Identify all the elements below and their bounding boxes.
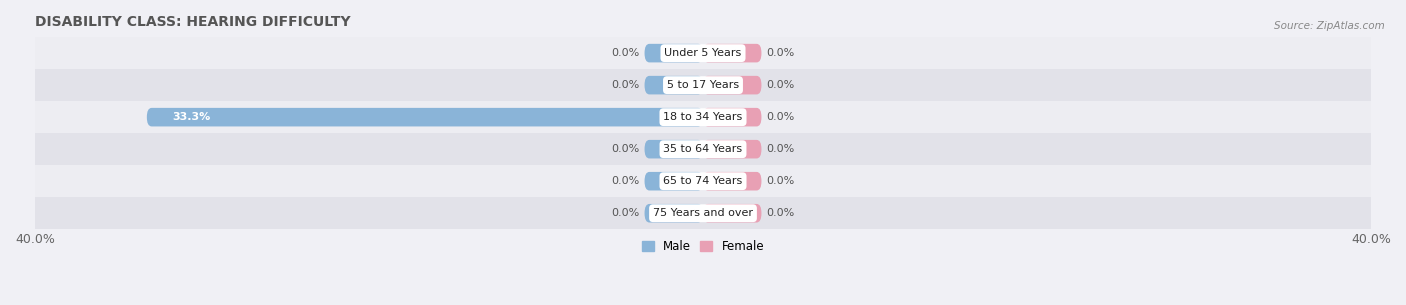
Bar xyxy=(35,101,1371,133)
FancyBboxPatch shape xyxy=(703,140,762,159)
Text: 0.0%: 0.0% xyxy=(612,208,640,218)
FancyBboxPatch shape xyxy=(703,76,762,95)
FancyBboxPatch shape xyxy=(703,44,762,63)
Text: Under 5 Years: Under 5 Years xyxy=(665,48,741,58)
Bar xyxy=(35,37,1371,69)
Legend: Male, Female: Male, Female xyxy=(637,235,769,258)
FancyBboxPatch shape xyxy=(644,76,703,95)
Text: 0.0%: 0.0% xyxy=(766,80,794,90)
Bar xyxy=(35,197,1371,229)
FancyBboxPatch shape xyxy=(644,172,703,191)
FancyBboxPatch shape xyxy=(703,204,762,223)
Text: 0.0%: 0.0% xyxy=(612,80,640,90)
FancyBboxPatch shape xyxy=(644,140,703,159)
FancyBboxPatch shape xyxy=(644,44,703,63)
Bar xyxy=(35,69,1371,101)
Bar xyxy=(35,133,1371,165)
Text: 0.0%: 0.0% xyxy=(766,48,794,58)
FancyBboxPatch shape xyxy=(644,204,703,223)
FancyBboxPatch shape xyxy=(703,172,762,191)
Text: 0.0%: 0.0% xyxy=(766,208,794,218)
FancyBboxPatch shape xyxy=(703,108,762,127)
Text: 0.0%: 0.0% xyxy=(612,144,640,154)
Text: 0.0%: 0.0% xyxy=(766,176,794,186)
Text: 18 to 34 Years: 18 to 34 Years xyxy=(664,112,742,122)
Text: 33.3%: 33.3% xyxy=(172,112,209,122)
Text: 35 to 64 Years: 35 to 64 Years xyxy=(664,144,742,154)
FancyBboxPatch shape xyxy=(146,108,703,127)
Text: 0.0%: 0.0% xyxy=(766,144,794,154)
Text: 0.0%: 0.0% xyxy=(612,176,640,186)
Text: 75 Years and over: 75 Years and over xyxy=(652,208,754,218)
Text: 0.0%: 0.0% xyxy=(766,112,794,122)
Bar xyxy=(35,165,1371,197)
Text: 0.0%: 0.0% xyxy=(612,48,640,58)
Text: Source: ZipAtlas.com: Source: ZipAtlas.com xyxy=(1274,21,1385,31)
Text: DISABILITY CLASS: HEARING DIFFICULTY: DISABILITY CLASS: HEARING DIFFICULTY xyxy=(35,15,350,29)
Text: 5 to 17 Years: 5 to 17 Years xyxy=(666,80,740,90)
Text: 65 to 74 Years: 65 to 74 Years xyxy=(664,176,742,186)
